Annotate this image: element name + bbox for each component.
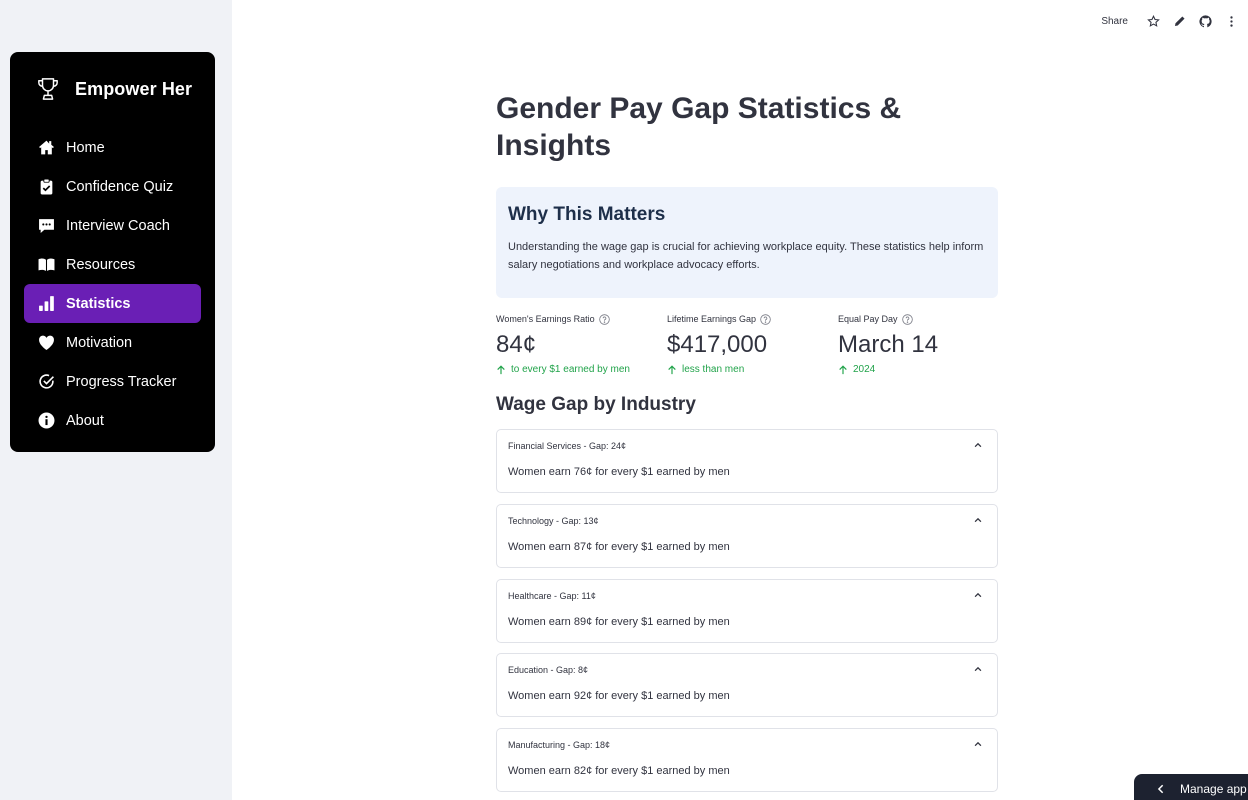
expander-header[interactable]: Healthcare - Gap: 11¢ <box>508 591 596 601</box>
expander-body: Women earn 87¢ for every $1 earned by me… <box>508 541 730 553</box>
nav-item-interview-coach[interactable]: Interview Coach <box>24 206 201 245</box>
metric-delta-text: less than men <box>682 364 745 375</box>
nav-panel: Empower Her Home Confidence Quiz Intervi… <box>10 52 215 452</box>
industry-expander[interactable]: Technology - Gap: 13¢ Women earn 87¢ for… <box>496 504 998 568</box>
page-title: Gender Pay Gap Statistics & Insights <box>496 92 902 162</box>
nav-list: Home Confidence Quiz Interview Coach Res… <box>24 128 201 440</box>
nav-item-motivation[interactable]: Motivation <box>24 323 201 362</box>
heart-icon <box>38 334 55 351</box>
industry-expander[interactable]: Manufacturing - Gap: 18¢ Women earn 82¢ … <box>496 728 998 792</box>
expander-body: Women earn 89¢ for every $1 earned by me… <box>508 616 730 628</box>
chevron-up-icon[interactable] <box>973 440 983 450</box>
metric-value: March 14 <box>838 331 939 358</box>
home-icon <box>38 139 55 156</box>
metric-lifetime-gap: Lifetime Earnings Gap $417,000 less than… <box>667 312 771 375</box>
info-title: Why This Matters <box>508 204 666 225</box>
info-callout: Why This Matters Understanding the wage … <box>496 187 998 298</box>
nav-item-label: Motivation <box>66 334 133 351</box>
nav-item-about[interactable]: About <box>24 401 201 440</box>
industry-expander[interactable]: Financial Services - Gap: 24¢ Women earn… <box>496 429 998 493</box>
nav-item-label: Resources <box>66 256 136 273</box>
expander-header[interactable]: Manufacturing - Gap: 18¢ <box>508 740 611 750</box>
arrow-up-icon <box>839 364 847 374</box>
toolbar: Share <box>1101 12 1244 30</box>
expander-header[interactable]: Financial Services - Gap: 24¢ <box>508 441 627 451</box>
edit-icon[interactable] <box>1166 12 1192 30</box>
info-icon <box>38 412 55 429</box>
manage-app-label: Manage app <box>1180 782 1247 796</box>
brand: Empower Her <box>37 77 192 101</box>
nav-item-progress-tracker[interactable]: Progress Tracker <box>24 362 201 401</box>
chevron-up-icon[interactable] <box>973 515 983 525</box>
metric-label-row: Women's Earnings Ratio <box>496 312 630 326</box>
star-icon[interactable] <box>1140 12 1166 30</box>
manage-app-button[interactable]: Manage app <box>1134 774 1248 800</box>
metric-delta-text: to every $1 earned by men <box>511 364 630 375</box>
nav-item-label: Statistics <box>66 295 131 312</box>
metric-delta: less than men <box>667 364 771 375</box>
metric-label: Women's Earnings Ratio <box>496 314 595 324</box>
chat-icon <box>38 217 55 234</box>
trophy-icon <box>38 78 58 100</box>
metric-label-row: Lifetime Earnings Gap <box>667 312 771 326</box>
help-icon[interactable] <box>598 313 610 325</box>
nav-item-confidence-quiz[interactable]: Confidence Quiz <box>24 167 201 206</box>
chevron-up-icon[interactable] <box>973 664 983 674</box>
more-vertical-icon[interactable] <box>1218 12 1244 30</box>
clipboard-check-icon <box>38 178 55 195</box>
help-icon[interactable] <box>760 313 771 325</box>
metric-label: Equal Pay Day <box>838 314 898 324</box>
expander-body: Women earn 82¢ for every $1 earned by me… <box>508 765 730 777</box>
chevron-left-icon <box>1157 784 1164 794</box>
metric-delta: 2024 <box>838 364 938 375</box>
bar-chart-icon <box>38 295 55 312</box>
sidebar: Empower Her Home Confidence Quiz Intervi… <box>0 0 232 800</box>
help-icon[interactable] <box>901 313 913 325</box>
nav-item-label: Interview Coach <box>66 217 170 234</box>
nav-item-label: Confidence Quiz <box>66 178 174 195</box>
expander-header[interactable]: Education - Gap: 8¢ <box>508 665 589 675</box>
nav-item-statistics[interactable]: Statistics <box>24 284 201 323</box>
check-circle-icon <box>38 373 55 390</box>
github-icon[interactable] <box>1192 12 1218 30</box>
nav-item-label: Home <box>66 139 105 156</box>
metric-value: 84¢ <box>496 331 537 358</box>
share-button[interactable]: Share <box>1101 15 1128 27</box>
arrow-up-icon <box>668 364 676 374</box>
nav-item-label: About <box>66 412 104 429</box>
section-title: Wage Gap by Industry <box>496 394 696 415</box>
metric-label: Lifetime Earnings Gap <box>667 314 757 324</box>
industry-expander[interactable]: Education - Gap: 8¢ Women earn 92¢ for e… <box>496 653 998 717</box>
expander-body: Women earn 76¢ for every $1 earned by me… <box>508 466 730 478</box>
metric-delta-text: 2024 <box>853 364 876 375</box>
metric-value: $417,000 <box>667 331 768 358</box>
arrow-up-icon <box>497 364 505 374</box>
chevron-up-icon[interactable] <box>973 590 983 600</box>
metric-label-row: Equal Pay Day <box>838 312 938 326</box>
expander-body: Women earn 92¢ for every $1 earned by me… <box>508 690 730 702</box>
brand-name: Empower Her <box>75 78 193 99</box>
nav-item-home[interactable]: Home <box>24 128 201 167</box>
nav-item-resources[interactable]: Resources <box>24 245 201 284</box>
chevron-up-icon[interactable] <box>973 739 983 749</box>
metric-equal-pay-day: Equal Pay Day March 14 2024 <box>838 312 938 375</box>
metrics-row: Women's Earnings Ratio 84¢ to every $1 e… <box>496 312 998 382</box>
nav-item-label: Progress Tracker <box>66 373 177 390</box>
book-icon <box>38 256 55 273</box>
metric-earnings-ratio: Women's Earnings Ratio 84¢ to every $1 e… <box>496 312 630 375</box>
industry-expander[interactable]: Healthcare - Gap: 11¢ Women earn 89¢ for… <box>496 579 998 643</box>
metric-delta: to every $1 earned by men <box>496 364 630 375</box>
expander-header[interactable]: Technology - Gap: 13¢ <box>508 516 599 526</box>
info-text: Understanding the wage gap is crucial fo… <box>508 241 984 271</box>
